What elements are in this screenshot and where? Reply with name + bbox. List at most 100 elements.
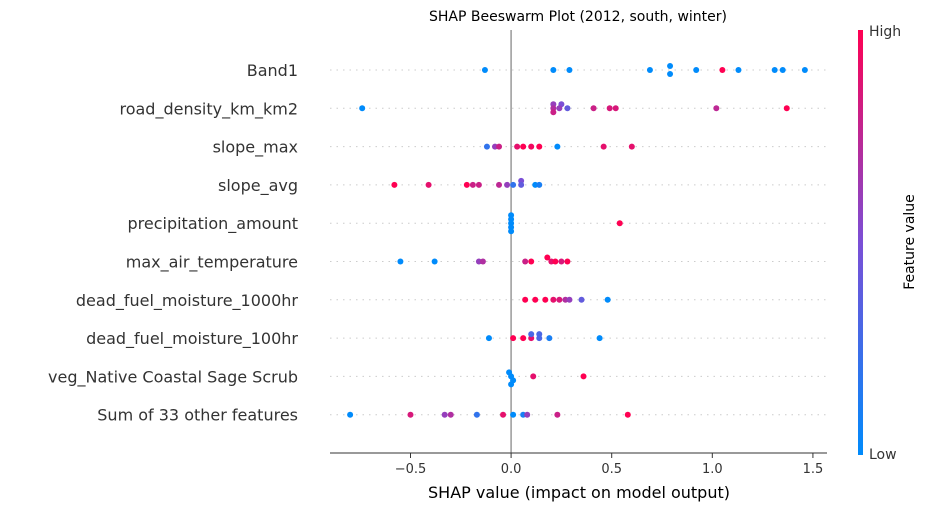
shap-point bbox=[590, 105, 597, 112]
shap-point bbox=[556, 105, 563, 112]
shap-point bbox=[532, 296, 539, 303]
feature-label: road_density_km_km2 bbox=[119, 99, 298, 119]
shap-point bbox=[479, 258, 486, 265]
colorbar-high-label: High bbox=[869, 24, 901, 40]
x-axis-label: SHAP value (impact on model output) bbox=[428, 483, 730, 502]
shap-point bbox=[783, 105, 790, 112]
shap-point bbox=[510, 181, 517, 188]
feature-label: Band1 bbox=[247, 61, 298, 80]
shap-point bbox=[719, 67, 726, 73]
shap-point bbox=[558, 258, 565, 265]
shap-point bbox=[646, 67, 653, 73]
shap-point bbox=[771, 67, 778, 73]
shap-point bbox=[359, 105, 366, 112]
x-tick-label: 0.5 bbox=[601, 462, 622, 477]
shap-point bbox=[580, 373, 587, 380]
shap-point bbox=[604, 296, 611, 303]
x-tick-label: −0.5 bbox=[395, 462, 427, 477]
feature-label: dead_fuel_moisture_100hr bbox=[86, 329, 298, 349]
shap-point bbox=[616, 220, 623, 227]
feature-label: slope_avg bbox=[218, 176, 298, 196]
shap-point bbox=[564, 105, 571, 112]
shap-point bbox=[550, 67, 557, 73]
shap-point bbox=[528, 331, 535, 338]
shap-point bbox=[530, 373, 537, 380]
feature-rows bbox=[330, 69, 827, 416]
chart-title: SHAP Beeswarm Plot (2012, south, winter) bbox=[429, 9, 727, 25]
shap-point bbox=[779, 67, 786, 73]
shap-point bbox=[500, 411, 507, 418]
shap-point bbox=[510, 335, 517, 342]
shap-point bbox=[524, 411, 531, 418]
shap-point bbox=[520, 335, 527, 342]
shap-point bbox=[496, 181, 503, 188]
shap-point bbox=[441, 411, 448, 418]
shap-point bbox=[606, 105, 613, 112]
feature-label: veg_Native Coastal Sage Scrub bbox=[48, 367, 298, 387]
shap-point bbox=[391, 181, 398, 188]
shap-point bbox=[463, 181, 470, 188]
shap-point bbox=[554, 143, 561, 150]
shap-point bbox=[510, 411, 517, 418]
feature-label: max_air_temperature bbox=[126, 253, 298, 273]
shap-point bbox=[550, 109, 557, 116]
shap-point bbox=[693, 67, 700, 73]
shap-point bbox=[508, 228, 515, 235]
shap-point bbox=[667, 71, 674, 77]
feature-label: dead_fuel_moisture_1000hr bbox=[76, 291, 299, 311]
shap-point bbox=[485, 335, 492, 342]
x-tick-label: 1.0 bbox=[702, 462, 723, 477]
shap-point bbox=[566, 296, 573, 303]
shap-point bbox=[600, 143, 607, 150]
shap-point bbox=[713, 105, 720, 112]
shap-point bbox=[522, 296, 529, 303]
shap-point bbox=[397, 258, 404, 265]
shap-point bbox=[556, 296, 563, 303]
colorbar-low-label: Low bbox=[869, 447, 897, 463]
shap-point bbox=[347, 411, 354, 418]
colorbar bbox=[858, 30, 863, 455]
shap-point bbox=[473, 411, 480, 418]
shap-point bbox=[518, 181, 525, 188]
shap-point bbox=[425, 181, 432, 188]
shap-point bbox=[481, 67, 488, 73]
feature-label: slope_max bbox=[213, 138, 298, 158]
shap-point bbox=[522, 258, 529, 265]
colorbar-label: Feature value bbox=[902, 194, 918, 290]
shap-point bbox=[514, 143, 521, 150]
feature-label: Sum of 33 other features bbox=[97, 406, 298, 425]
shap-point bbox=[508, 381, 515, 388]
shap-point bbox=[564, 258, 571, 265]
shap-point bbox=[536, 335, 543, 342]
shap-point bbox=[536, 143, 543, 150]
shap-point bbox=[431, 258, 438, 265]
shap-point bbox=[624, 411, 631, 418]
shap-point bbox=[667, 63, 674, 69]
shap-point bbox=[520, 143, 527, 150]
shap-point bbox=[578, 296, 585, 303]
feature-label: precipitation_amount bbox=[127, 214, 298, 234]
shap-point bbox=[596, 335, 603, 342]
shap-point bbox=[612, 105, 619, 112]
shap-point bbox=[554, 411, 561, 418]
data-points bbox=[347, 63, 808, 418]
shap-point bbox=[496, 143, 503, 150]
shap-point bbox=[407, 411, 414, 418]
shap-point bbox=[542, 296, 549, 303]
shap-point bbox=[566, 67, 573, 73]
shap-point bbox=[483, 143, 490, 150]
shap-point bbox=[735, 67, 742, 73]
shap-point bbox=[801, 67, 808, 73]
shap-point bbox=[550, 296, 557, 303]
shap-point bbox=[504, 181, 511, 188]
shap-point bbox=[536, 181, 543, 188]
feature-labels: Band1 road_density_km_km2 slope_max slope_a… bbox=[48, 61, 298, 425]
shap-point bbox=[546, 335, 553, 342]
shap-point bbox=[475, 181, 482, 188]
shap-point bbox=[552, 258, 559, 265]
shap-point bbox=[469, 181, 476, 188]
x-tick-label: 1.5 bbox=[803, 462, 824, 477]
x-tick-label: 0.0 bbox=[501, 462, 522, 477]
shap-point bbox=[528, 258, 535, 265]
